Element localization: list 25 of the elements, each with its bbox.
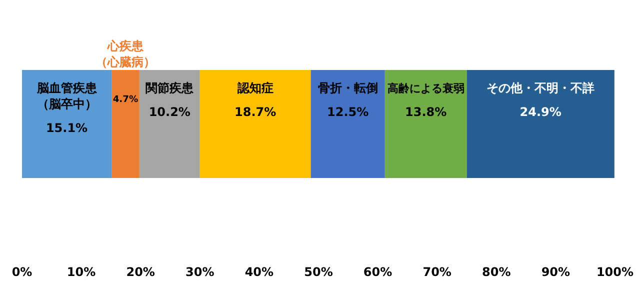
data-label: 18.7% xyxy=(234,105,276,119)
series-label: 高齢による衰弱 xyxy=(387,82,464,95)
series-label: 関節疾患 xyxy=(146,81,195,95)
x-tick-label: 100% xyxy=(596,265,634,279)
x-tick-label: 70% xyxy=(422,265,452,279)
series-label: 心疾患（心臓病） xyxy=(95,39,156,69)
data-label: 4.7% xyxy=(112,95,138,105)
x-tick-label: 80% xyxy=(482,265,511,279)
data-label: 12.5% xyxy=(327,105,369,119)
x-tick-label: 20% xyxy=(126,265,155,279)
x-tick-label: 30% xyxy=(186,265,214,279)
data-label: 10.2% xyxy=(148,105,190,119)
x-tick-label: 60% xyxy=(363,265,392,279)
x-tick-label: 40% xyxy=(244,265,274,279)
x-tick-label: 90% xyxy=(541,265,570,279)
x-tick-label: 50% xyxy=(304,265,333,279)
series-label: 認知症 xyxy=(236,81,274,95)
series-label: 脳血管疾患（脳卒中） xyxy=(36,81,98,111)
data-label: 24.9% xyxy=(520,105,562,119)
series-label: その他・不明・不詳 xyxy=(486,81,595,95)
x-tick-label: 10% xyxy=(66,265,96,279)
data-label: 13.8% xyxy=(405,105,447,119)
x-tick-label: 0% xyxy=(12,265,32,279)
data-label: 15.1% xyxy=(46,121,88,135)
series-label: 骨折・転倒 xyxy=(318,81,378,95)
